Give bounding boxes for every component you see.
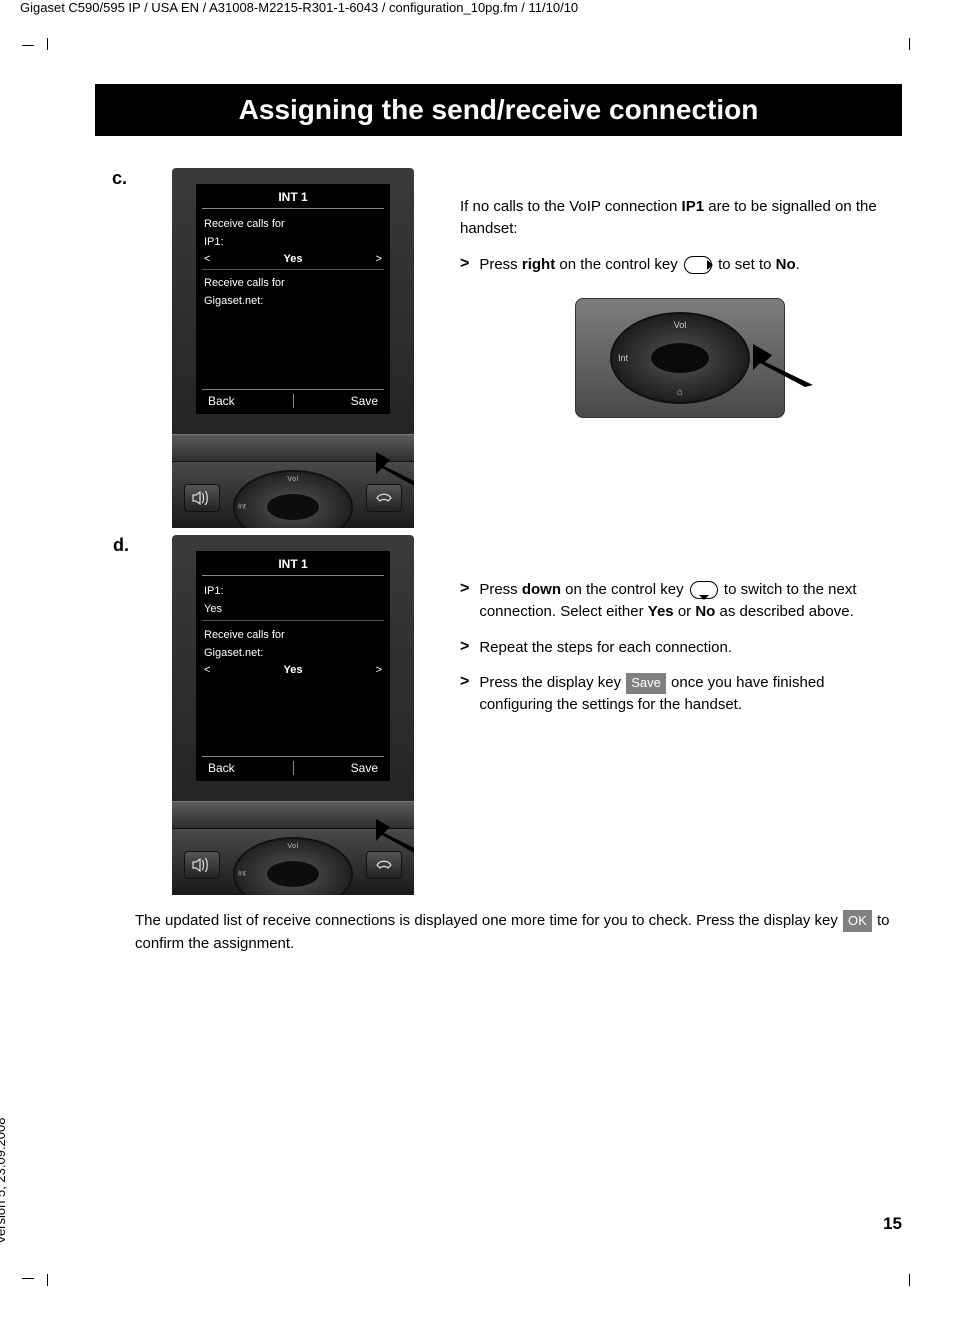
section-d-label: d. bbox=[113, 535, 129, 556]
softkey-row: Back Save bbox=[202, 389, 384, 408]
phone-screen: INT 1 IP1: Yes Receive calls for Gigaset… bbox=[196, 551, 390, 781]
section-d-text: > Press down on the control key to switc… bbox=[460, 565, 897, 730]
vol-label: Vol bbox=[287, 843, 298, 850]
screen-text: Receive calls for bbox=[202, 274, 384, 292]
crop-mark bbox=[47, 38, 48, 50]
book-icon: ⌂ bbox=[677, 387, 683, 398]
text: to set to bbox=[714, 256, 776, 273]
screen-text: Gigaset.net: bbox=[202, 644, 384, 662]
screen-text: Receive calls for bbox=[202, 215, 384, 233]
softkey-save: Save bbox=[294, 761, 385, 775]
pointer-arrow-icon bbox=[346, 805, 414, 855]
text: Press bbox=[479, 256, 522, 273]
screen-text: Gigaset.net: bbox=[202, 292, 384, 310]
softkey-row: Back Save bbox=[202, 756, 384, 775]
step-body: Repeat the steps for each connection. bbox=[479, 637, 897, 659]
page-number: 15 bbox=[883, 1214, 902, 1234]
control-key-right-icon bbox=[684, 256, 712, 274]
page-title: Assigning the send/receive connection bbox=[95, 84, 902, 136]
phone-mockup-c: INT 1 Receive calls for IP1: < Yes > Rec… bbox=[172, 168, 414, 528]
screen-text: IP1: bbox=[202, 233, 384, 251]
speaker-icon bbox=[184, 484, 220, 512]
intro-text: If no calls to the VoIP connection IP1 a… bbox=[460, 196, 897, 240]
step-body: Press right on the control key to set to… bbox=[479, 254, 897, 276]
step-marker: > bbox=[460, 637, 469, 659]
text-bold: IP1 bbox=[682, 198, 705, 215]
control-key-center bbox=[650, 342, 710, 374]
int-label: Int bbox=[618, 353, 628, 363]
selector-left: < bbox=[204, 253, 210, 265]
control-key-oval: Vol Int bbox=[233, 837, 353, 895]
speaker-icon bbox=[184, 851, 220, 879]
step-item: > Repeat the steps for each connection. bbox=[460, 637, 897, 659]
selector-row: < Yes > bbox=[202, 251, 384, 270]
vol-label: Vol bbox=[287, 476, 298, 483]
phone-mockup-d: INT 1 IP1: Yes Receive calls for Gigaset… bbox=[172, 535, 414, 895]
pointer-arrow-icon bbox=[725, 332, 815, 387]
text-bold: Yes bbox=[648, 603, 674, 620]
step-marker: > bbox=[460, 672, 469, 716]
screen-text: IP1: bbox=[202, 582, 384, 600]
screen-title: INT 1 bbox=[202, 557, 384, 576]
text-bold: down bbox=[522, 581, 561, 598]
step-item: > Press down on the control key to switc… bbox=[460, 579, 897, 623]
softkey-back: Back bbox=[202, 394, 294, 408]
text: . bbox=[796, 256, 800, 273]
screen-text: Yes bbox=[202, 600, 384, 621]
section-c-text: If no calls to the VoIP connection IP1 a… bbox=[460, 196, 897, 289]
text-bold: No bbox=[776, 256, 796, 273]
crop-mark bbox=[909, 38, 910, 50]
text-bold: No bbox=[695, 603, 715, 620]
step-item: > Press right on the control key to set … bbox=[460, 254, 897, 276]
int-label: Int bbox=[238, 504, 246, 511]
section-c-label: c. bbox=[112, 168, 127, 189]
phone-screen: INT 1 Receive calls for IP1: < Yes > Rec… bbox=[196, 184, 390, 414]
selector-left: < bbox=[204, 664, 210, 676]
save-key-badge: Save bbox=[626, 673, 666, 694]
softkey-back: Back bbox=[202, 761, 294, 775]
pointer-arrow-icon bbox=[346, 438, 414, 488]
text: The updated list of receive connections … bbox=[135, 912, 842, 929]
ok-key-badge: OK bbox=[843, 910, 872, 932]
control-key-oval: Vol Int bbox=[233, 470, 353, 528]
text-bold: right bbox=[522, 256, 555, 273]
crop-mark bbox=[909, 1274, 910, 1286]
crop-mark bbox=[47, 1274, 48, 1286]
crop-mark bbox=[22, 1278, 34, 1279]
control-key-center bbox=[266, 493, 320, 521]
crop-mark bbox=[22, 45, 34, 46]
step-marker: > bbox=[460, 579, 469, 623]
control-key-closeup: Vol Int ⌂ bbox=[575, 298, 785, 418]
hangup-icon bbox=[366, 851, 402, 879]
control-key-center bbox=[266, 860, 320, 888]
selector-value: Yes bbox=[284, 253, 303, 265]
text: Press bbox=[479, 581, 522, 598]
int-label: Int bbox=[238, 871, 246, 878]
version-label: Version 5, 23.09.2008 bbox=[0, 1118, 8, 1245]
text: Press the display key bbox=[479, 674, 625, 691]
hangup-icon bbox=[366, 484, 402, 512]
selector-right: > bbox=[376, 664, 382, 676]
screen-title: INT 1 bbox=[202, 190, 384, 209]
text: as described above. bbox=[715, 603, 853, 620]
doc-header: Gigaset C590/595 IP / USA EN / A31008-M2… bbox=[20, 0, 578, 15]
text: or bbox=[674, 603, 696, 620]
screen-text: Receive calls for bbox=[202, 626, 384, 644]
step-marker: > bbox=[460, 254, 469, 276]
softkey-save: Save bbox=[294, 394, 385, 408]
selector-row: < Yes > bbox=[202, 662, 384, 680]
control-key-down-icon bbox=[690, 581, 718, 599]
step-body: Press down on the control key to switch … bbox=[479, 579, 897, 623]
step-body: Press the display key Save once you have… bbox=[479, 672, 897, 716]
step-item: > Press the display key Save once you ha… bbox=[460, 672, 897, 716]
footer-paragraph: The updated list of receive connections … bbox=[135, 910, 897, 955]
selector-value: Yes bbox=[284, 664, 303, 676]
text: on the control key bbox=[561, 581, 688, 598]
text: If no calls to the VoIP connection bbox=[460, 198, 682, 215]
selector-right: > bbox=[376, 253, 382, 265]
text: on the control key bbox=[555, 256, 682, 273]
vol-label: Vol bbox=[674, 320, 687, 330]
